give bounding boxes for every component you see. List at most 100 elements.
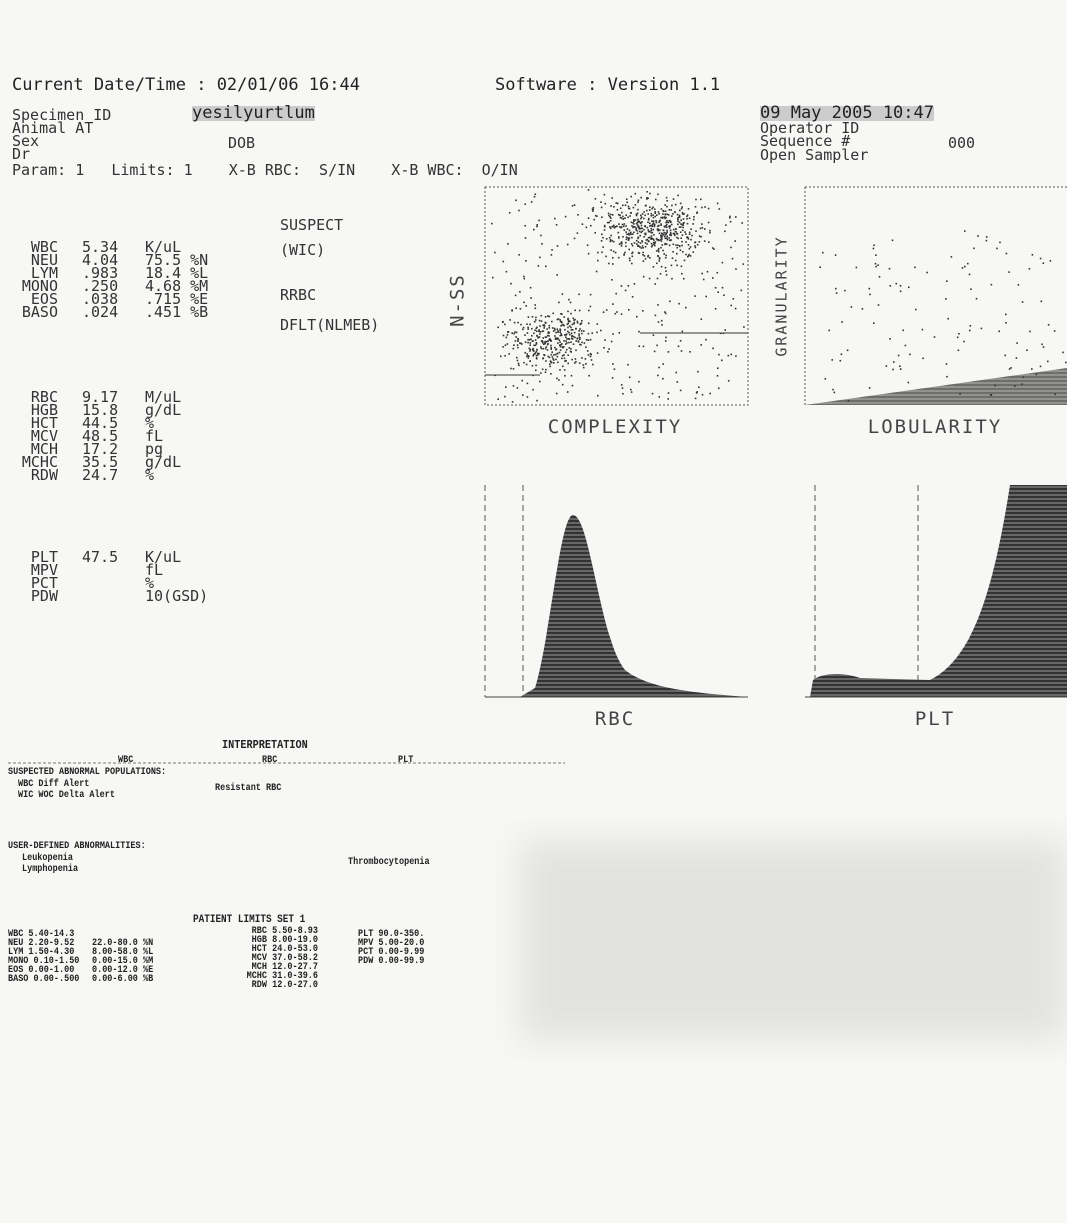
limit-row: MONO 0.10-1.50	[8, 956, 80, 967]
dot	[500, 355, 502, 358]
dot	[564, 375, 566, 377]
dot	[669, 300, 671, 303]
dot	[652, 334, 655, 336]
dot	[648, 230, 651, 233]
dot	[508, 353, 510, 355]
dot	[638, 221, 640, 223]
dot	[655, 250, 658, 252]
dot	[686, 222, 689, 225]
dot	[524, 351, 526, 354]
dot	[734, 240, 736, 242]
dot	[714, 308, 717, 310]
param-name: BASO	[21, 303, 58, 321]
dot	[676, 213, 679, 216]
dot	[526, 355, 528, 358]
dot	[612, 333, 614, 335]
field-label: Dr	[12, 145, 31, 163]
dot	[623, 229, 626, 231]
dot	[562, 346, 565, 348]
dot	[511, 401, 514, 403]
dot	[550, 339, 552, 342]
dot	[567, 326, 569, 329]
dot	[743, 326, 745, 328]
dot	[567, 310, 569, 313]
dot	[669, 225, 671, 227]
dot	[642, 260, 645, 262]
dot	[628, 248, 630, 251]
dot	[658, 260, 661, 262]
dot	[608, 236, 611, 239]
dot	[657, 193, 659, 196]
dot	[534, 353, 536, 355]
dot	[636, 243, 638, 245]
dot	[546, 343, 549, 346]
dot	[608, 348, 610, 350]
dot	[548, 335, 550, 337]
dot	[667, 351, 670, 353]
dot	[531, 327, 533, 330]
dot	[688, 248, 691, 250]
dot	[658, 213, 660, 215]
dot	[840, 353, 843, 356]
dot	[600, 206, 603, 209]
dot	[584, 358, 587, 360]
dot	[590, 353, 592, 356]
dot	[642, 247, 644, 249]
dot	[819, 266, 821, 268]
dot	[555, 331, 557, 334]
dot	[1031, 254, 1034, 256]
dot	[675, 244, 677, 246]
dot	[534, 329, 536, 332]
dot	[671, 215, 673, 217]
dot	[573, 331, 576, 334]
dot	[573, 323, 575, 325]
dot	[506, 334, 509, 336]
dot	[660, 240, 663, 242]
dot	[633, 219, 635, 221]
dot	[663, 231, 665, 234]
dot	[706, 270, 709, 273]
dot	[657, 239, 659, 241]
dot	[828, 329, 830, 332]
dot	[1039, 365, 1042, 368]
dot	[946, 280, 948, 282]
dot	[1015, 357, 1018, 359]
dot	[532, 374, 534, 377]
dot	[651, 244, 654, 247]
dot	[522, 328, 524, 331]
dot	[613, 226, 616, 229]
dot	[587, 332, 590, 335]
dot	[674, 230, 677, 233]
dot	[535, 369, 537, 372]
dot	[542, 324, 544, 327]
dot	[629, 215, 631, 217]
dot	[666, 238, 669, 241]
field-label: Animal AT	[12, 119, 94, 137]
dot	[688, 233, 691, 235]
param-name: MPV	[30, 561, 58, 579]
dot	[505, 270, 508, 273]
param-name: PCT	[30, 574, 58, 592]
dot	[625, 231, 627, 233]
dot	[566, 342, 568, 344]
dot	[687, 254, 690, 257]
alert-item: WBC Diff Alert	[18, 779, 90, 790]
dot	[636, 221, 639, 224]
lob-band	[805, 368, 1067, 405]
dot	[526, 396, 529, 398]
dot	[666, 219, 668, 222]
dot	[554, 346, 556, 349]
dot	[570, 374, 573, 377]
dot	[628, 234, 630, 236]
dot	[582, 364, 585, 366]
dot	[536, 224, 538, 226]
dot	[686, 215, 688, 218]
dot	[678, 245, 681, 247]
dot	[831, 359, 833, 361]
dot	[505, 336, 508, 339]
dot	[696, 391, 698, 393]
dot	[620, 384, 623, 386]
dot	[914, 266, 916, 269]
limit-row: BASO 0.00-.500	[8, 974, 80, 985]
dot	[537, 337, 539, 339]
